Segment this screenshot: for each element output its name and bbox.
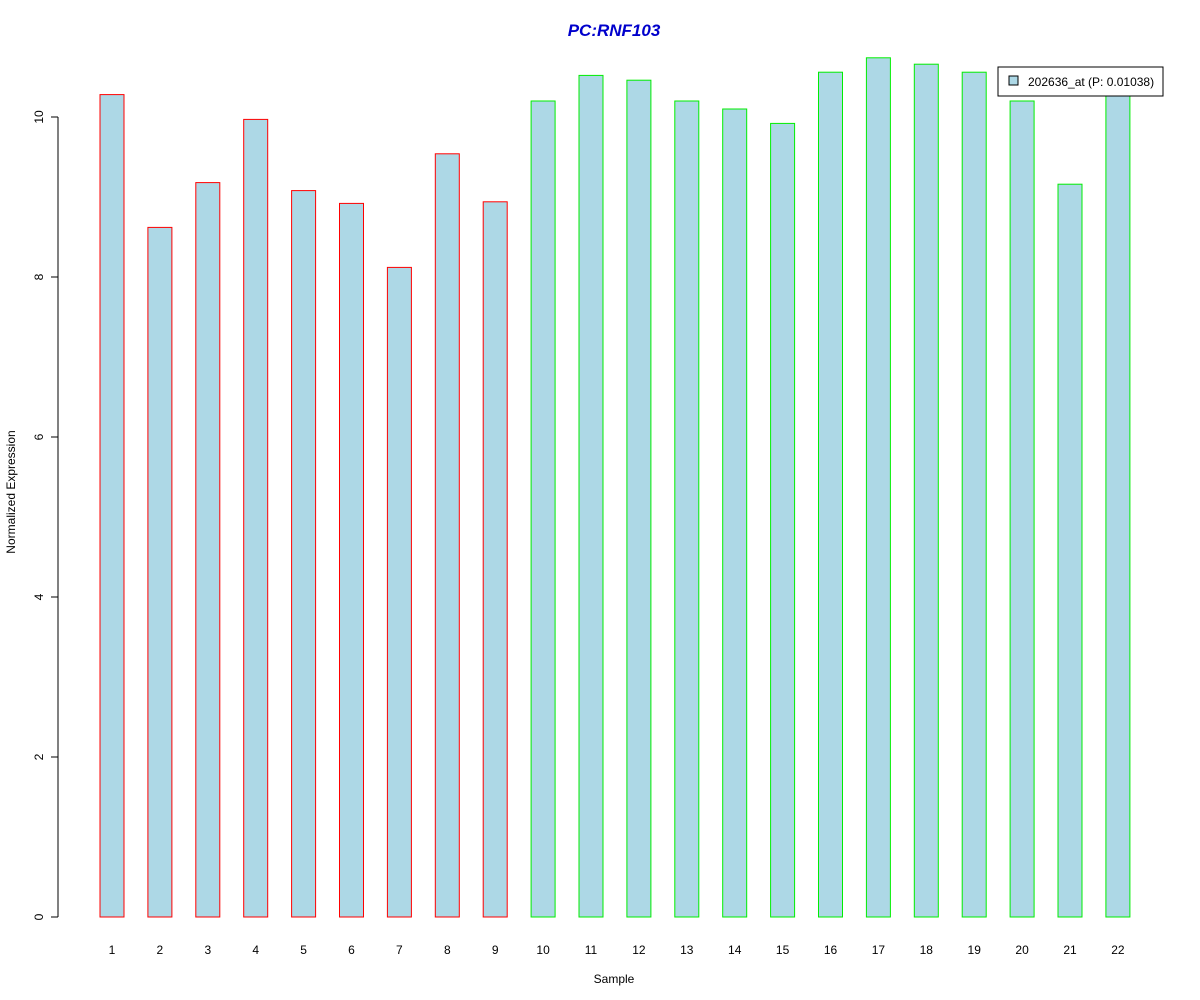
chart-title: PC:RNF103: [568, 21, 661, 40]
x-tick-label: 3: [204, 943, 211, 957]
bar-sample-7: [386, 266, 412, 918]
x-tick-label: 2: [157, 943, 164, 957]
x-tick-label: 4: [252, 943, 259, 957]
x-tick-label: 20: [1015, 943, 1029, 957]
legend-label: 202636_at (P: 0.01038): [1028, 75, 1154, 89]
bar-sample-3: [195, 182, 221, 918]
x-tick-label: 7: [396, 943, 403, 957]
bar-sample-5: [291, 190, 317, 918]
legend-swatch: [1008, 75, 1019, 86]
x-tick-label: 17: [872, 943, 886, 957]
legend-box: [997, 66, 1164, 97]
x-tick-label: 1: [109, 943, 116, 957]
bars: [99, 57, 1131, 918]
y-tick-label: 0: [32, 913, 46, 920]
bar-sample-1: [99, 94, 125, 918]
x-tick-labels: 1 2 3 4 5 6 7 8 9 10 11 12 13 14 15 16 17 18 19 20 21 22: [109, 943, 1125, 957]
x-tick-label: 14: [728, 943, 742, 957]
bar-sample-21: [1057, 183, 1083, 918]
x-tick-label: 5: [300, 943, 307, 957]
x-tick-label: 9: [492, 943, 499, 957]
bar-sample-18: [913, 63, 939, 918]
bar-sample-22: [1105, 94, 1131, 918]
bar-sample-13: [674, 100, 700, 918]
y-tick-label: 2: [32, 753, 46, 760]
y-tick-label: 10: [32, 110, 46, 124]
y-tick-label: 8: [32, 273, 46, 280]
x-tick-label: 6: [348, 943, 355, 957]
bar-sample-9: [482, 201, 508, 918]
bar-sample-4: [243, 118, 269, 918]
legend: 202636_at (P: 0.01038): [997, 66, 1164, 97]
x-axis-label: Sample: [594, 972, 635, 986]
bar-sample-17: [865, 57, 891, 918]
x-tick-label: 10: [536, 943, 550, 957]
bar-sample-12: [626, 79, 652, 918]
x-tick-label: 11: [585, 943, 598, 957]
y-tick-label: 4: [32, 593, 46, 600]
x-tick-label: 19: [968, 943, 982, 957]
x-tick-label: 12: [632, 943, 646, 957]
y-axis: 0 2 4 6 8 10: [32, 110, 59, 920]
x-tick-label: 21: [1063, 943, 1077, 957]
y-axis-label: Normalized Expression: [4, 430, 18, 553]
bar-sample-19: [961, 71, 987, 918]
bar-sample-11: [578, 74, 604, 918]
bar-sample-14: [722, 108, 748, 918]
bar-sample-15: [770, 122, 796, 918]
x-tick-label: 13: [680, 943, 694, 957]
bar-sample-6: [339, 202, 364, 918]
bar-sample-10: [530, 100, 556, 918]
y-tick-label: 6: [32, 433, 46, 440]
x-tick-label: 18: [920, 943, 934, 957]
x-tick-label: 16: [824, 943, 838, 957]
x-tick-label: 22: [1111, 943, 1125, 957]
x-tick-label: 8: [444, 943, 451, 957]
bar-sample-20: [1009, 100, 1035, 918]
bar-sample-16: [818, 71, 843, 918]
bar-sample-2: [147, 226, 173, 918]
x-tick-label: 15: [776, 943, 790, 957]
bar-sample-8: [434, 153, 460, 918]
